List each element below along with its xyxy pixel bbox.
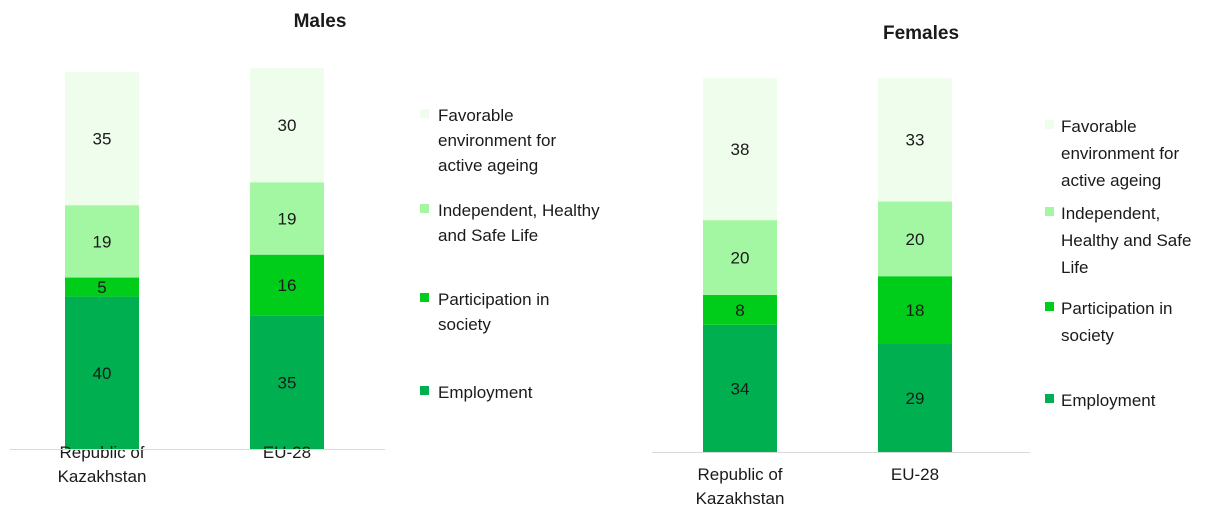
legend-item: Employment [420,383,533,402]
legend-label: Independent, Healthy and Safe Life [438,201,600,245]
legend: Favorable environment for active ageing Ind… [420,106,600,402]
category-label: EU-28 [891,465,939,484]
legend: Favorable environment for active ageing Ind… [1045,117,1191,410]
data-label: 30 [278,116,297,135]
legend-item: Independent, Healthy and Safe Life [1045,204,1191,277]
data-label: 34 [731,379,750,398]
legend-swatch [1045,120,1054,129]
data-label: 18 [906,301,925,320]
legend-label: Participation in society [1061,299,1173,345]
category-label: Republic of Kazakhstan [696,465,785,508]
data-label: 33 [906,131,925,150]
data-label: 35 [93,129,112,148]
legend-label: Independent, Healthy and Safe Life [1061,204,1191,277]
bar-segment [878,343,952,452]
legend-item: Independent, Healthy and Safe Life [420,201,600,245]
bar-segment [65,277,139,297]
data-label: 5 [97,278,106,297]
bar-segment [65,205,139,278]
bar-segment [878,201,952,277]
chart-title: Males [294,11,347,32]
bar-segment [65,71,139,206]
legend-label: Participation in society [438,290,550,334]
legend-swatch [420,204,429,213]
legend-label: Favorable environment for active ageing [1061,117,1179,190]
legend-item: Employment [1045,391,1156,410]
legend-swatch [1045,394,1054,403]
data-label: 16 [278,276,297,295]
legend-swatch [420,386,429,395]
legend-swatch [1045,207,1054,216]
data-label: 29 [906,389,925,408]
legend-swatch [1045,302,1054,311]
legend-swatch [420,109,429,118]
chart-females: Females 34 8 20 38 Republic of Kazakhstan 29 18 2… [652,23,1191,508]
legend-item: Favorable environment for active ageing [1045,117,1179,190]
bar-segment [703,324,777,452]
data-label: 19 [278,209,297,228]
legend-swatch [420,293,429,302]
bar-segment [703,294,777,325]
data-label: 19 [93,232,112,251]
data-label: 40 [93,364,112,383]
bar-segment [703,78,777,221]
bar-segment [250,182,324,255]
bar-segment [250,254,324,316]
category-label: EU-28 [263,443,311,462]
data-label: 8 [735,301,744,320]
data-label: 35 [278,373,297,392]
bar-segment [703,220,777,295]
legend-label: Employment [1061,391,1156,410]
legend-item: Participation in society [1045,299,1173,345]
data-label: 38 [731,140,750,159]
bar-segment [878,276,952,344]
bar-segment [250,68,324,183]
data-label: 20 [906,230,925,249]
bar-segment [878,78,952,202]
legend-label: Favorable environment for active ageing [438,106,556,175]
legend-item: Participation in society [420,290,550,334]
data-label: 20 [731,249,750,268]
chart-title: Females [883,23,959,44]
legend-item: Favorable environment for active ageing [420,106,556,175]
bar-segment [65,296,139,449]
chart-males: Males 40 5 19 35 Republic of Kazakhstan 35 16 19 3… [10,11,600,486]
category-label: Republic of Kazakhstan [58,443,147,486]
legend-label: Employment [438,383,533,402]
bar-segment [250,315,324,449]
